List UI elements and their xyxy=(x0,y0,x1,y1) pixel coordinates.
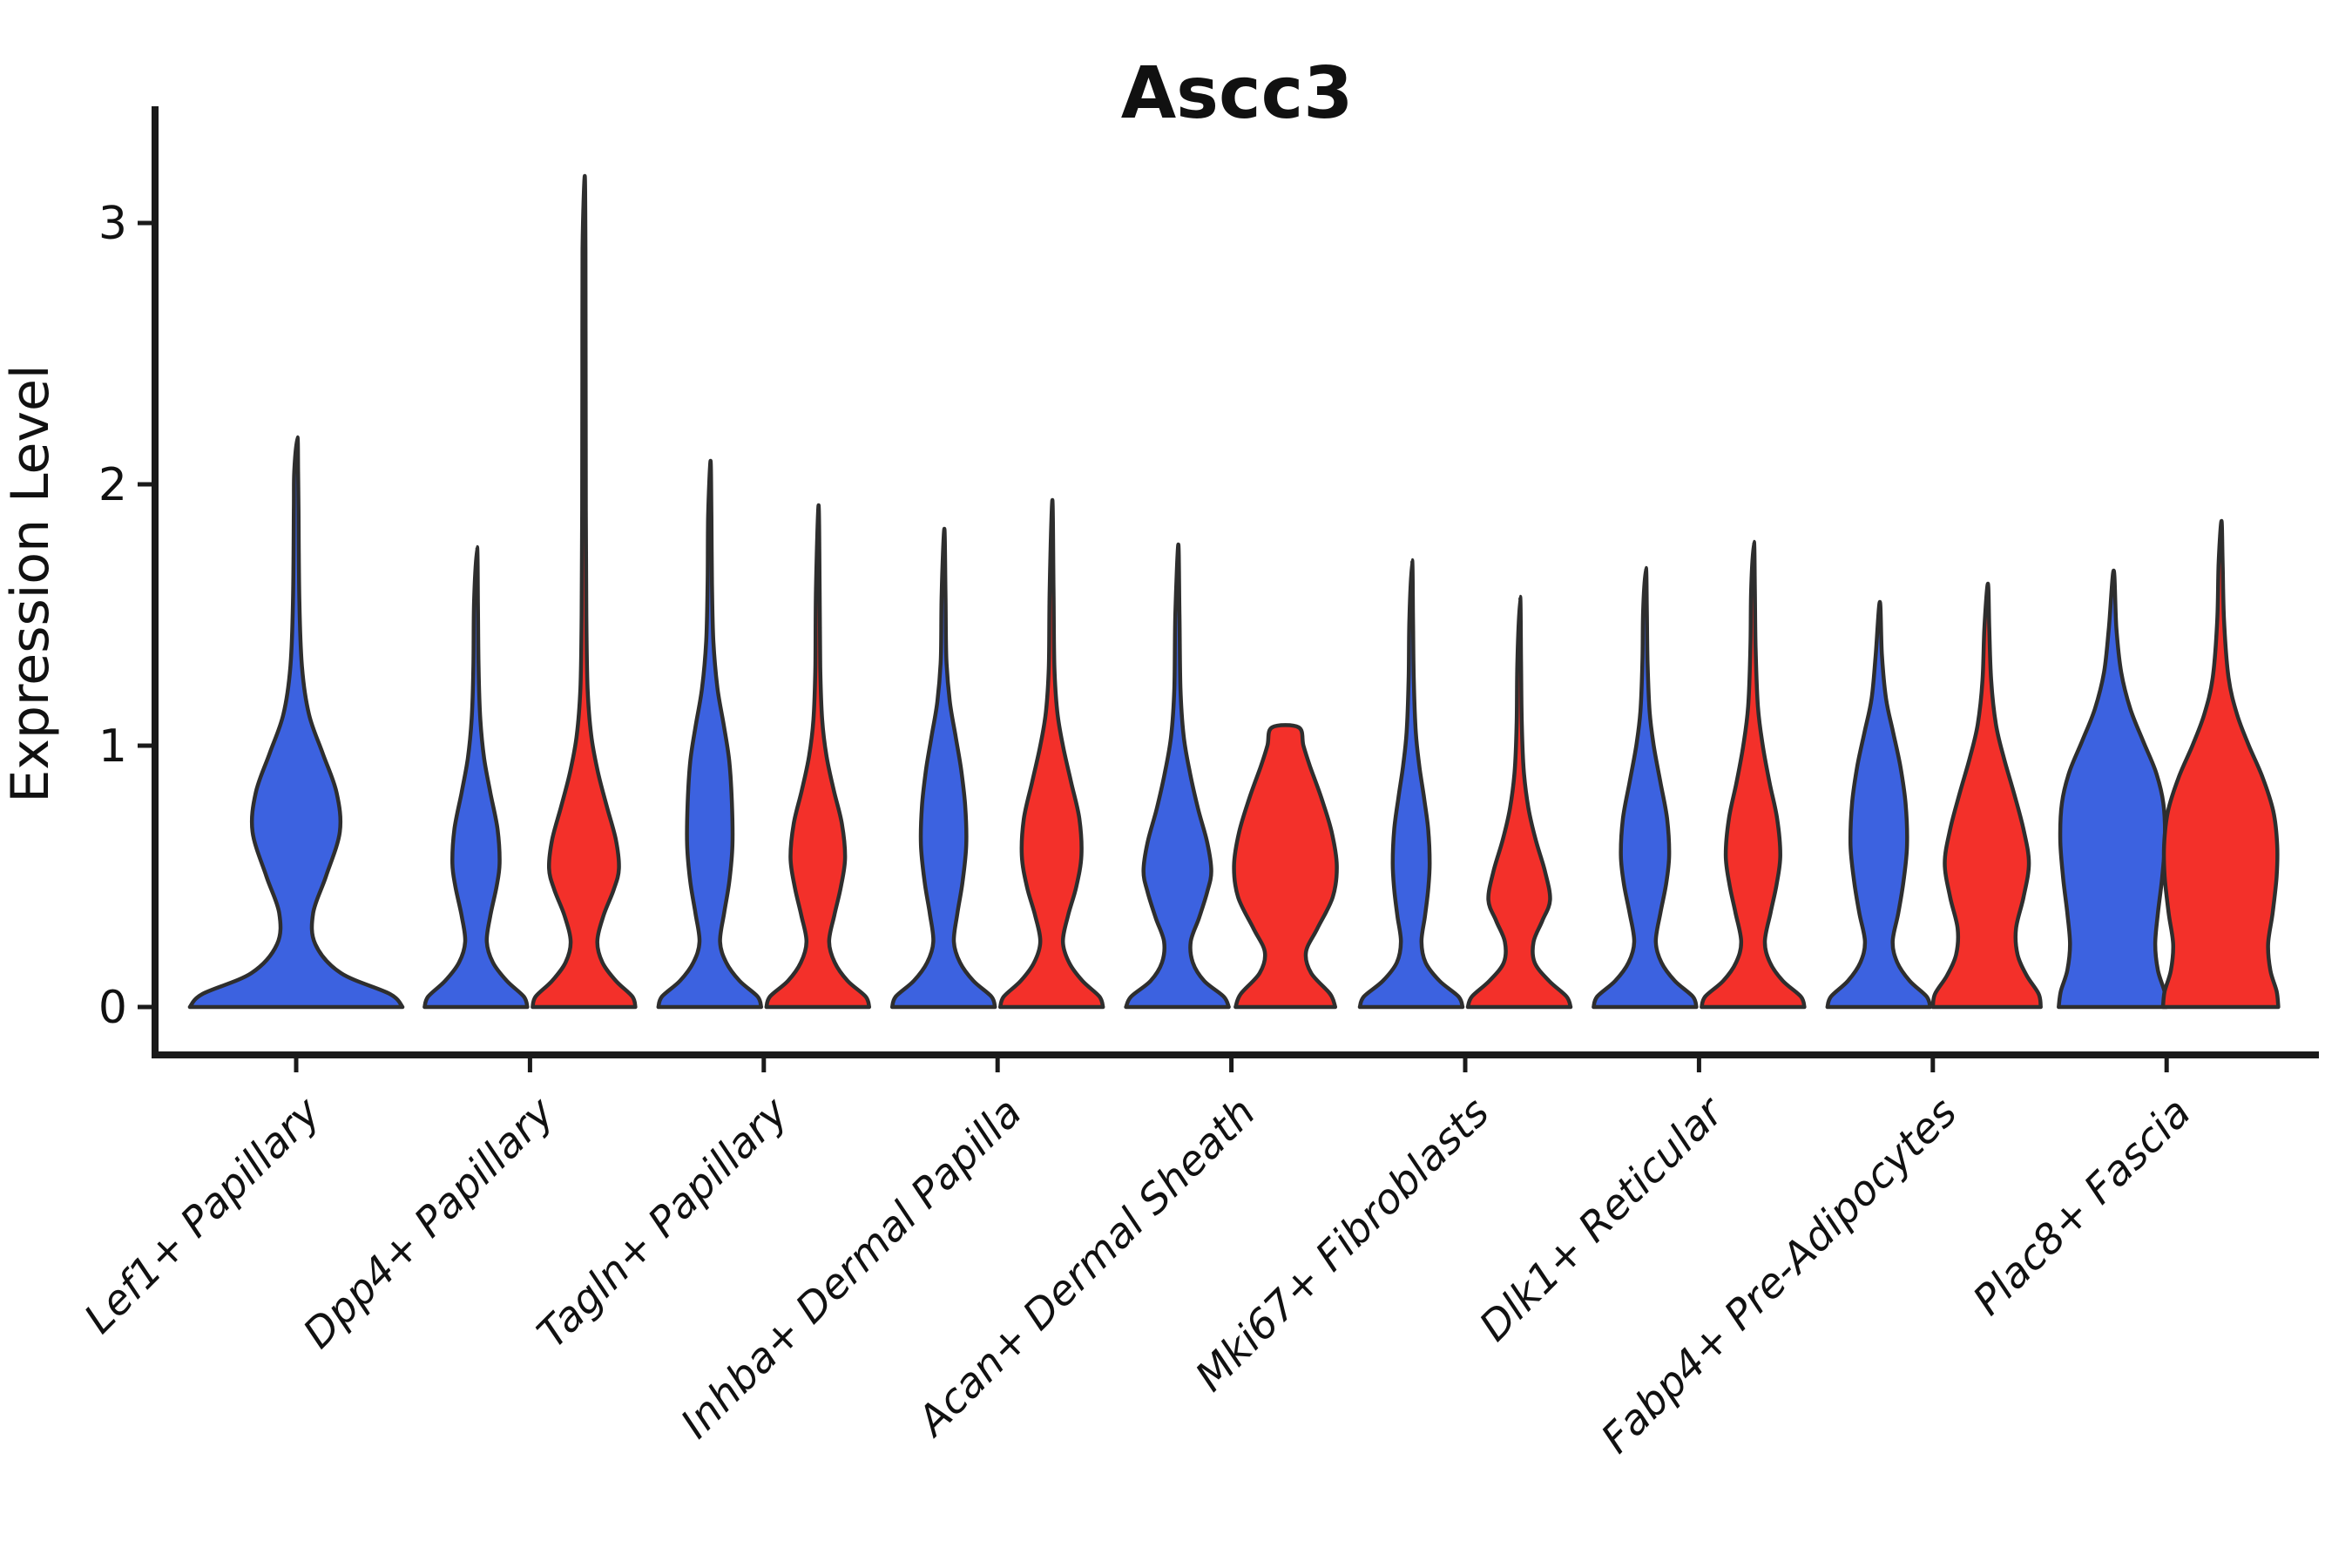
y-axis-label: Expression Level xyxy=(0,364,61,802)
violin-mki67-fibroblasts-blue xyxy=(1357,558,1465,1010)
violin-dpp4-papillary-red xyxy=(531,173,638,1010)
violin-plac8-fascia-blue xyxy=(2057,568,2169,1010)
violin-dlk1-reticular-blue xyxy=(1592,565,1699,1010)
violin-plac8-fascia-red xyxy=(2160,518,2281,1010)
violin-dpp4-papillary-blue xyxy=(422,544,530,1010)
violin-tagln-papillary-blue xyxy=(656,458,764,1010)
violin-fabp4-pre-adipocytes-red xyxy=(1930,581,2043,1010)
violin-inhba-dermal-papilla-red xyxy=(997,497,1105,1010)
x-tick-label-6: Dlk1+ Reticular xyxy=(1470,1087,1734,1351)
y-tick-label: 1 xyxy=(98,720,127,773)
violin-tagln-papillary-red xyxy=(764,503,872,1010)
violin-lef1-papillary-blue xyxy=(187,435,405,1010)
x-tick-label-0: Lef1+ Papillary xyxy=(75,1088,330,1343)
y-tick-label: 3 xyxy=(98,198,127,250)
y-tick-label: 2 xyxy=(98,459,127,511)
x-tick-label-2: Tagln+ Papillary xyxy=(529,1088,799,1358)
violin-dlk1-reticular-red xyxy=(1700,539,1807,1010)
violin-inhba-dermal-papilla-blue xyxy=(889,526,997,1010)
x-tick-label-1: Dpp4+ Papillary xyxy=(294,1088,564,1358)
y-tick-label: 0 xyxy=(98,982,127,1034)
chart-title: Ascc3 xyxy=(1121,52,1354,135)
violin-fabp4-pre-adipocytes-blue xyxy=(1825,599,1933,1010)
violin-acan-dermal-sheath-red xyxy=(1232,723,1339,1010)
x-tick-label-8: Plac8+ Fascia xyxy=(1964,1089,2200,1325)
violin-acan-dermal-sheath-blue xyxy=(1124,542,1231,1010)
violin-mki67-fibroblasts-red xyxy=(1465,594,1573,1010)
